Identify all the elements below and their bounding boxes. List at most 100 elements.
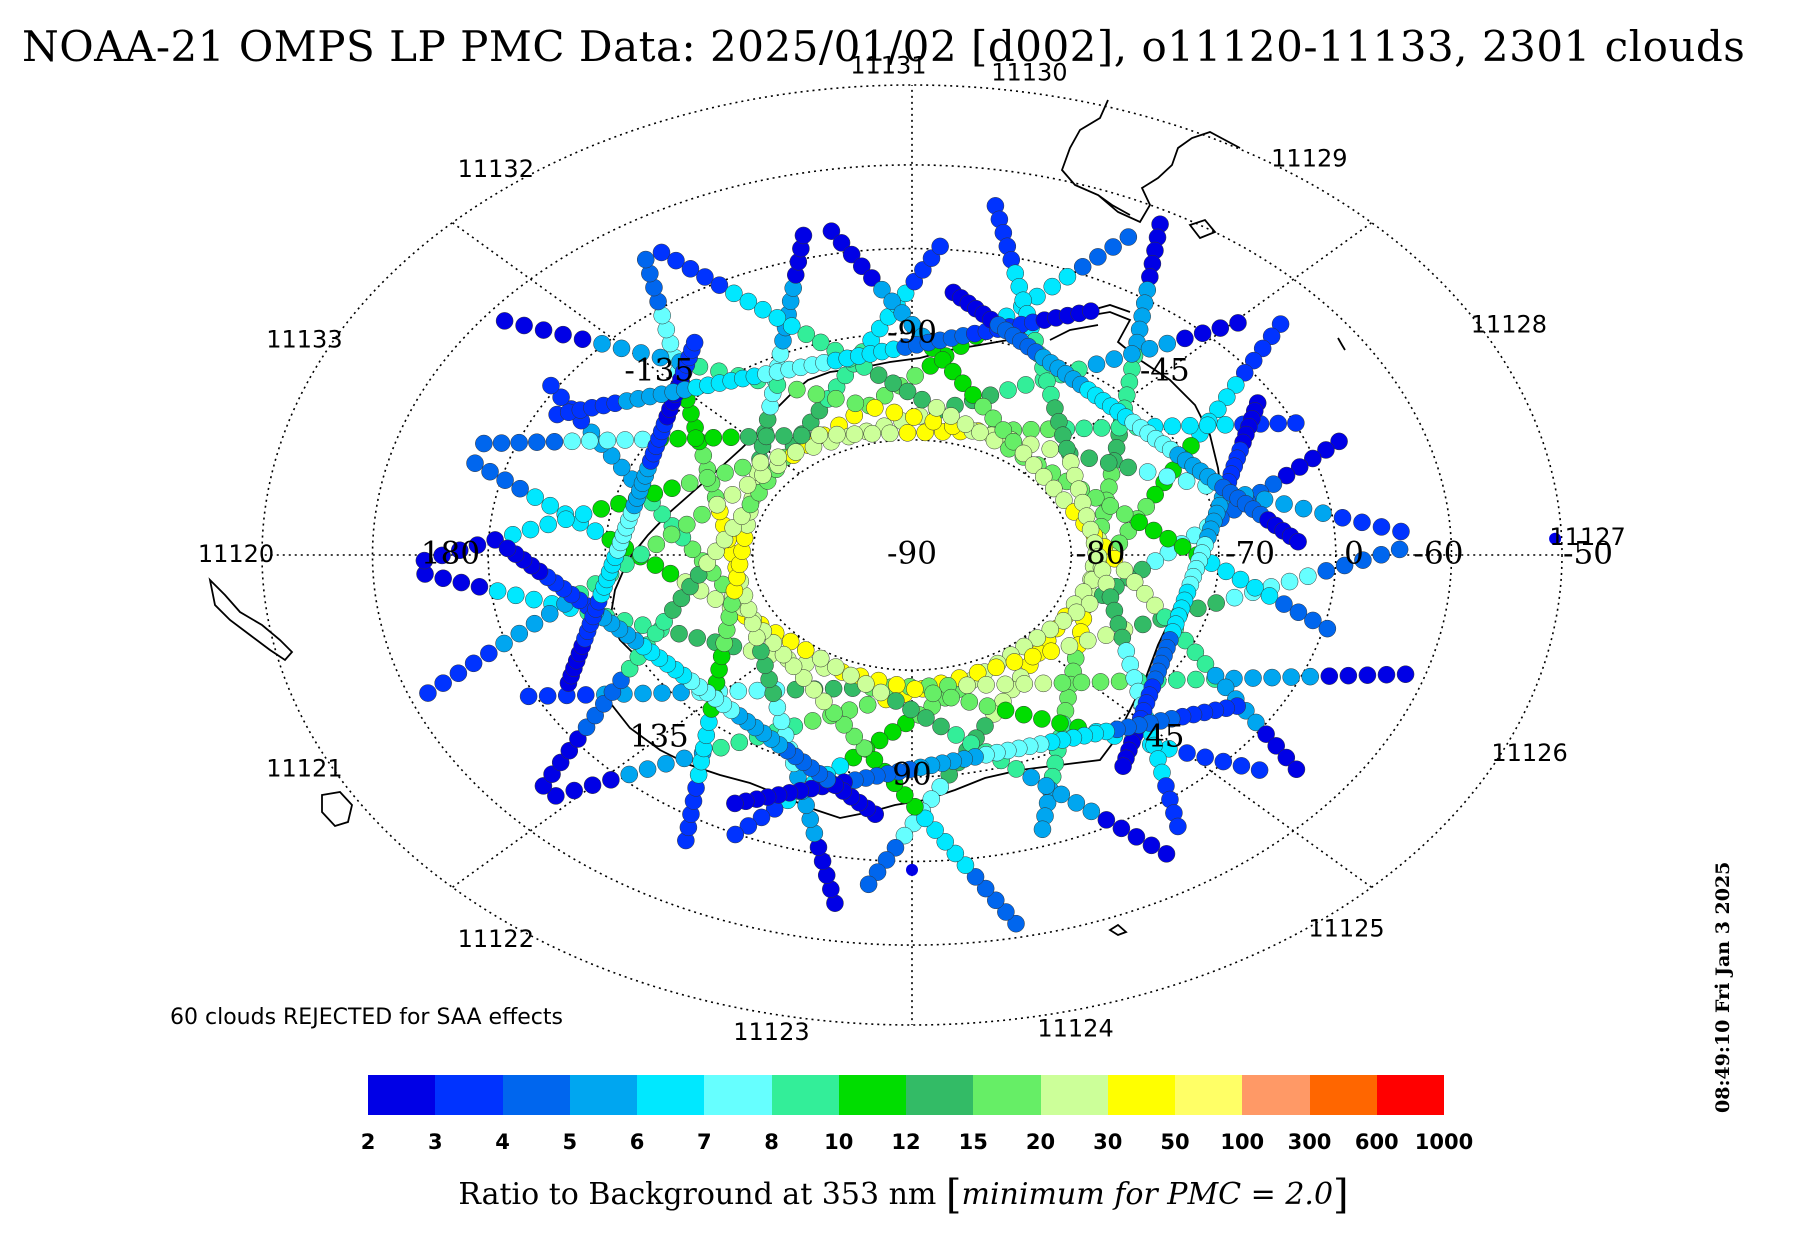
cloud-point	[828, 425, 846, 444]
cloud-point	[1041, 620, 1060, 639]
cloud-point	[783, 317, 801, 335]
cloud-point	[1250, 761, 1269, 779]
cloud-point	[1196, 748, 1214, 767]
cloud-point	[877, 851, 896, 869]
cloud-point	[632, 344, 650, 362]
cloud-point	[1178, 744, 1196, 762]
cloud-point	[896, 786, 914, 804]
cloud-point	[1333, 509, 1352, 527]
cloud-point	[739, 428, 758, 446]
cloud-point	[539, 515, 557, 534]
cloud-point	[620, 765, 638, 784]
cloud-point	[1130, 513, 1148, 532]
cloud-point	[1198, 416, 1217, 435]
cloud-point	[1301, 667, 1319, 686]
cloud-point	[1390, 540, 1409, 559]
cloud-point	[1134, 615, 1152, 634]
grid-label: -90	[887, 315, 937, 351]
cloud-point	[1244, 669, 1262, 687]
cloud-point	[1335, 556, 1354, 575]
cloud-point	[987, 658, 1005, 677]
cloud-point	[997, 903, 1015, 921]
orbit-label: 11124	[1037, 1014, 1113, 1042]
cloud-point	[525, 614, 544, 633]
cloud-point	[999, 381, 1017, 399]
cloud-point	[452, 573, 471, 592]
cloud-point	[1246, 578, 1264, 597]
grid-label: -45	[1140, 353, 1190, 389]
cloud-point	[545, 433, 564, 451]
cloud-point	[883, 292, 901, 311]
cloud-point	[966, 868, 985, 886]
cloud-point	[547, 787, 565, 805]
orbit-label: 11133	[266, 326, 342, 354]
cloud-point	[1372, 518, 1391, 536]
grid-label: -50	[1563, 536, 1613, 572]
cloud-point	[486, 531, 504, 549]
cloud-point	[884, 723, 902, 741]
cloud-point	[511, 479, 529, 498]
cloud-point	[1209, 400, 1227, 419]
cloud-point	[764, 634, 783, 652]
cloud-point	[593, 335, 611, 353]
orbit-track	[559, 333, 704, 692]
cloud-point	[1317, 562, 1335, 580]
cloud-point	[794, 669, 813, 687]
cloud-point	[704, 428, 723, 447]
cloud-point	[1005, 653, 1024, 671]
cloud-point	[1146, 596, 1164, 615]
cloud-point	[947, 726, 965, 744]
cloud-point	[515, 316, 533, 335]
cloud-point	[488, 582, 507, 600]
cloud-point	[495, 634, 513, 653]
cloud-point	[1159, 529, 1177, 548]
cloud-point	[1067, 794, 1086, 812]
cloud-point	[956, 856, 975, 874]
cloud-point	[1115, 561, 1134, 580]
cloud-point	[903, 315, 922, 334]
cloud-point	[1014, 444, 1033, 463]
cloud-point	[1158, 467, 1176, 486]
cloud-point	[1043, 277, 1061, 296]
grid-label: -60	[1414, 536, 1464, 572]
cloud-point	[538, 687, 557, 705]
cloud-point	[722, 428, 740, 447]
polar-grid	[261, 84, 1563, 1026]
cloud-point	[669, 429, 687, 448]
cloud-point	[797, 325, 816, 343]
cloud-point	[1028, 629, 1046, 647]
colorbar-tick-label: 20	[1025, 1130, 1056, 1154]
cloud-point	[1022, 420, 1040, 439]
colorbar-title: Ratio to Background at 353 nm [minimum f…	[0, 1172, 1807, 1218]
cloud-point	[984, 409, 1002, 428]
colorbar-swatch	[771, 1075, 839, 1115]
cloud-point	[1262, 327, 1281, 346]
colorbar-swatch	[1175, 1075, 1243, 1115]
colorbar-swatch	[569, 1075, 637, 1115]
cloud-point	[1104, 238, 1122, 256]
cloud-point	[451, 541, 469, 560]
cloud-point	[1037, 777, 1055, 795]
cloud-point	[815, 692, 833, 711]
cloud-point	[1227, 376, 1245, 394]
cloud-point	[573, 330, 592, 348]
cloud-point	[739, 292, 758, 311]
cloud-point	[971, 423, 989, 442]
cloud-point	[1158, 334, 1176, 353]
cloud-point	[495, 312, 514, 330]
cloud-point	[675, 749, 694, 768]
cloud-point	[906, 797, 924, 816]
cloud-point	[1354, 551, 1372, 569]
cloud-point	[931, 778, 950, 796]
cloud-point	[492, 434, 511, 452]
cloud-point	[663, 479, 681, 497]
grid-label: 180	[421, 536, 480, 572]
cloud-point	[1392, 522, 1410, 541]
cloud-point	[1304, 611, 1322, 630]
cloud-point	[1289, 603, 1308, 622]
cloud-point	[1123, 345, 1141, 363]
cloud-point	[1211, 319, 1230, 337]
cloud-point	[807, 385, 826, 403]
cloud-point	[1137, 498, 1155, 516]
